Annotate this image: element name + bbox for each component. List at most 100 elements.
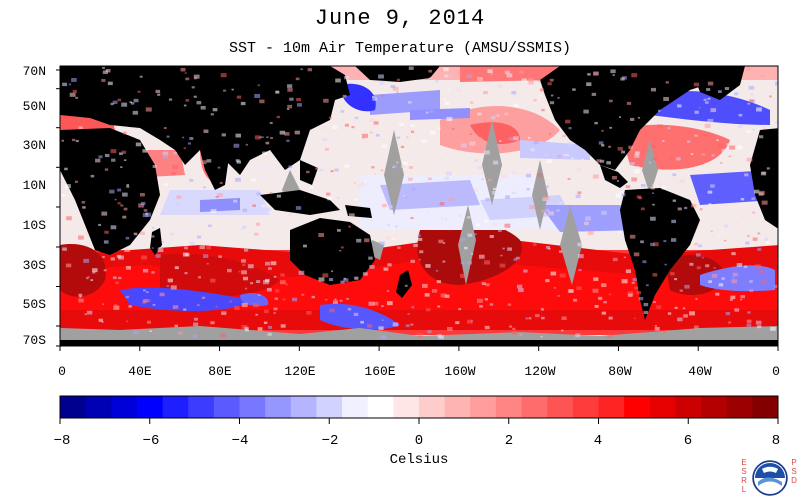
speckle-cell [708, 203, 712, 206]
speckle-cell [695, 298, 698, 300]
speckle-cell [361, 133, 368, 138]
speckle-cell [68, 83, 72, 86]
speckle-cell [527, 137, 531, 139]
colorbar-swatch [470, 396, 497, 418]
speckle-cell [392, 322, 399, 327]
speckle-cell [233, 199, 238, 203]
speckle-cell [561, 316, 567, 320]
speckle-cell [61, 139, 65, 142]
speckle-cell [526, 188, 530, 191]
colorbar-swatch [60, 396, 87, 418]
speckle-cell [508, 137, 513, 141]
speckle-cell [98, 223, 102, 226]
speckle-cell [128, 305, 132, 308]
speckle-cell [201, 160, 207, 165]
speckle-cell [110, 225, 117, 230]
speckle-cell [279, 130, 286, 135]
speckle-cell [269, 121, 273, 124]
speckle-cell [608, 316, 613, 320]
speckle-cell [200, 105, 206, 110]
speckle-cell [430, 130, 436, 135]
speckle-cell [132, 110, 139, 115]
speckle-cell [247, 264, 254, 269]
speckle-cell [656, 124, 663, 129]
speckle-cell [382, 203, 387, 208]
speckle-cell [396, 78, 401, 82]
speckle-cell [216, 193, 223, 198]
speckle-cell [155, 254, 161, 258]
speckle-cell [296, 103, 302, 107]
speckle-cell [477, 112, 482, 116]
speckle-cell [717, 90, 722, 93]
speckle-cell [161, 241, 165, 244]
speckle-cell [436, 280, 441, 284]
colorbar-swatch [393, 396, 420, 418]
speckle-cell [711, 274, 718, 278]
speckle-cell [389, 205, 393, 209]
speckle-cell [212, 108, 218, 112]
speckle-cell [743, 265, 748, 268]
speckle-cell [153, 226, 157, 229]
speckle-cell [687, 185, 691, 187]
speckle-cell [322, 273, 329, 278]
speckle-cell [185, 99, 190, 102]
speckle-cell [672, 173, 677, 177]
lon-label-40e: 40E [128, 364, 152, 379]
speckle-cell [193, 74, 200, 79]
speckle-cell [344, 164, 350, 168]
speckle-cell [515, 256, 520, 260]
speckle-cell [111, 158, 116, 162]
speckle-cell [197, 304, 200, 307]
speckle-cell [399, 122, 405, 127]
lat-label-10s: 10S [22, 218, 46, 233]
speckle-cell [250, 282, 254, 285]
colorbar-swatch [213, 396, 240, 418]
speckle-cell [78, 293, 83, 297]
speckle-cell [741, 215, 745, 218]
speckle-cell [405, 324, 410, 328]
speckle-cell [256, 280, 261, 284]
speckle-cell [353, 312, 359, 317]
speckle-cell [619, 191, 625, 195]
speckle-cell [84, 232, 89, 235]
speckle-cell [382, 144, 387, 148]
speckle-cell [339, 249, 342, 252]
speckle-cell [378, 74, 384, 79]
speckle-cell [193, 317, 199, 321]
speckle-cell [408, 166, 413, 169]
speckle-cell [629, 234, 636, 239]
speckle-cell [260, 176, 267, 181]
speckle-cell [343, 278, 349, 282]
speckle-cell [601, 210, 607, 215]
speckle-cell [381, 305, 384, 308]
speckle-cell [489, 303, 494, 306]
speckle-cell [254, 135, 261, 140]
speckle-cell [334, 298, 337, 301]
speckle-cell [219, 181, 223, 184]
speckle-cell [185, 253, 190, 257]
speckle-cell [276, 194, 281, 198]
speckle-cell [682, 307, 686, 310]
speckle-cell [400, 145, 405, 149]
speckle-cell [387, 263, 392, 267]
speckle-cell [467, 261, 472, 265]
speckle-cell [434, 79, 439, 83]
speckle-cell [729, 298, 733, 301]
speckle-cell [69, 92, 76, 97]
speckle-cell [443, 98, 446, 101]
speckle-cell [623, 256, 626, 259]
speckle-cell [395, 225, 398, 228]
speckle-cell [617, 146, 623, 151]
speckle-cell [261, 136, 264, 139]
lat-label-10n: 10N [22, 178, 46, 193]
speckle-cell [498, 229, 502, 232]
colorbar-swatch [649, 396, 676, 418]
speckle-cell [762, 126, 767, 130]
speckle-cell [736, 263, 743, 267]
speckle-cell [752, 237, 758, 241]
colorbar-swatch [419, 396, 446, 418]
speckle-cell [418, 237, 423, 241]
speckle-cell [483, 90, 488, 95]
colorbar-swatch [342, 396, 369, 418]
speckle-cell [340, 280, 345, 284]
